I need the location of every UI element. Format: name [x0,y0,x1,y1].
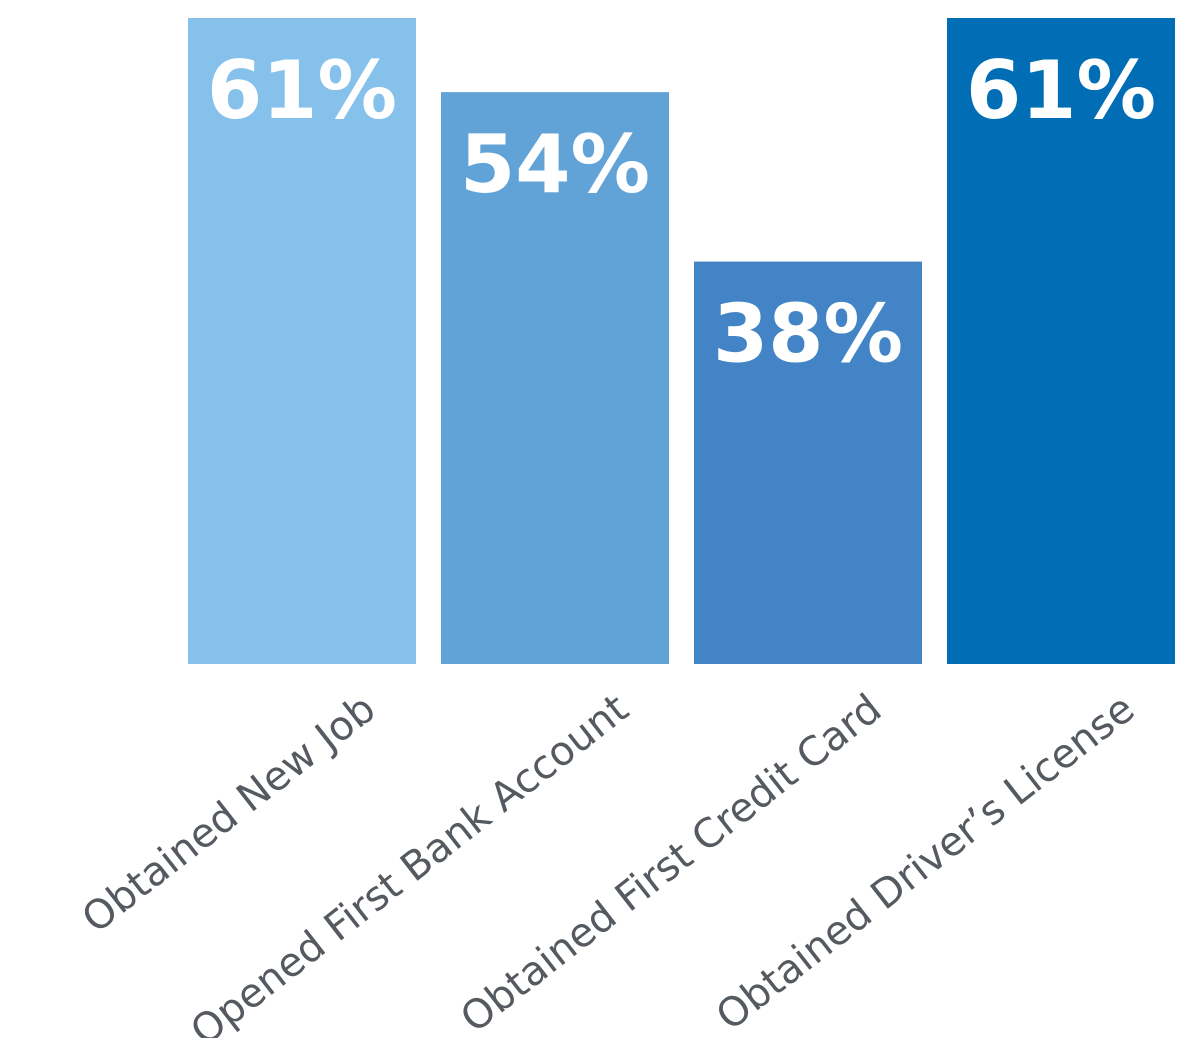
category-label: Opened First Bank Account [182,686,637,1038]
category-label: Obtained First Credit Card [452,686,890,1038]
category-label: Obtained Driver’s License [708,686,1143,1038]
bar-value-label: 38% [713,288,903,381]
bar-1 [188,18,416,664]
value-labels-group: 61% 54% 38% 61% [207,44,1156,381]
bar-4 [947,18,1175,664]
bar-value-label: 61% [207,44,397,137]
bar-value-label: 54% [460,118,650,211]
bar-3 [694,261,922,664]
bars-group [188,18,1175,664]
bar-2 [441,92,669,664]
bar-value-label: 61% [966,44,1156,137]
